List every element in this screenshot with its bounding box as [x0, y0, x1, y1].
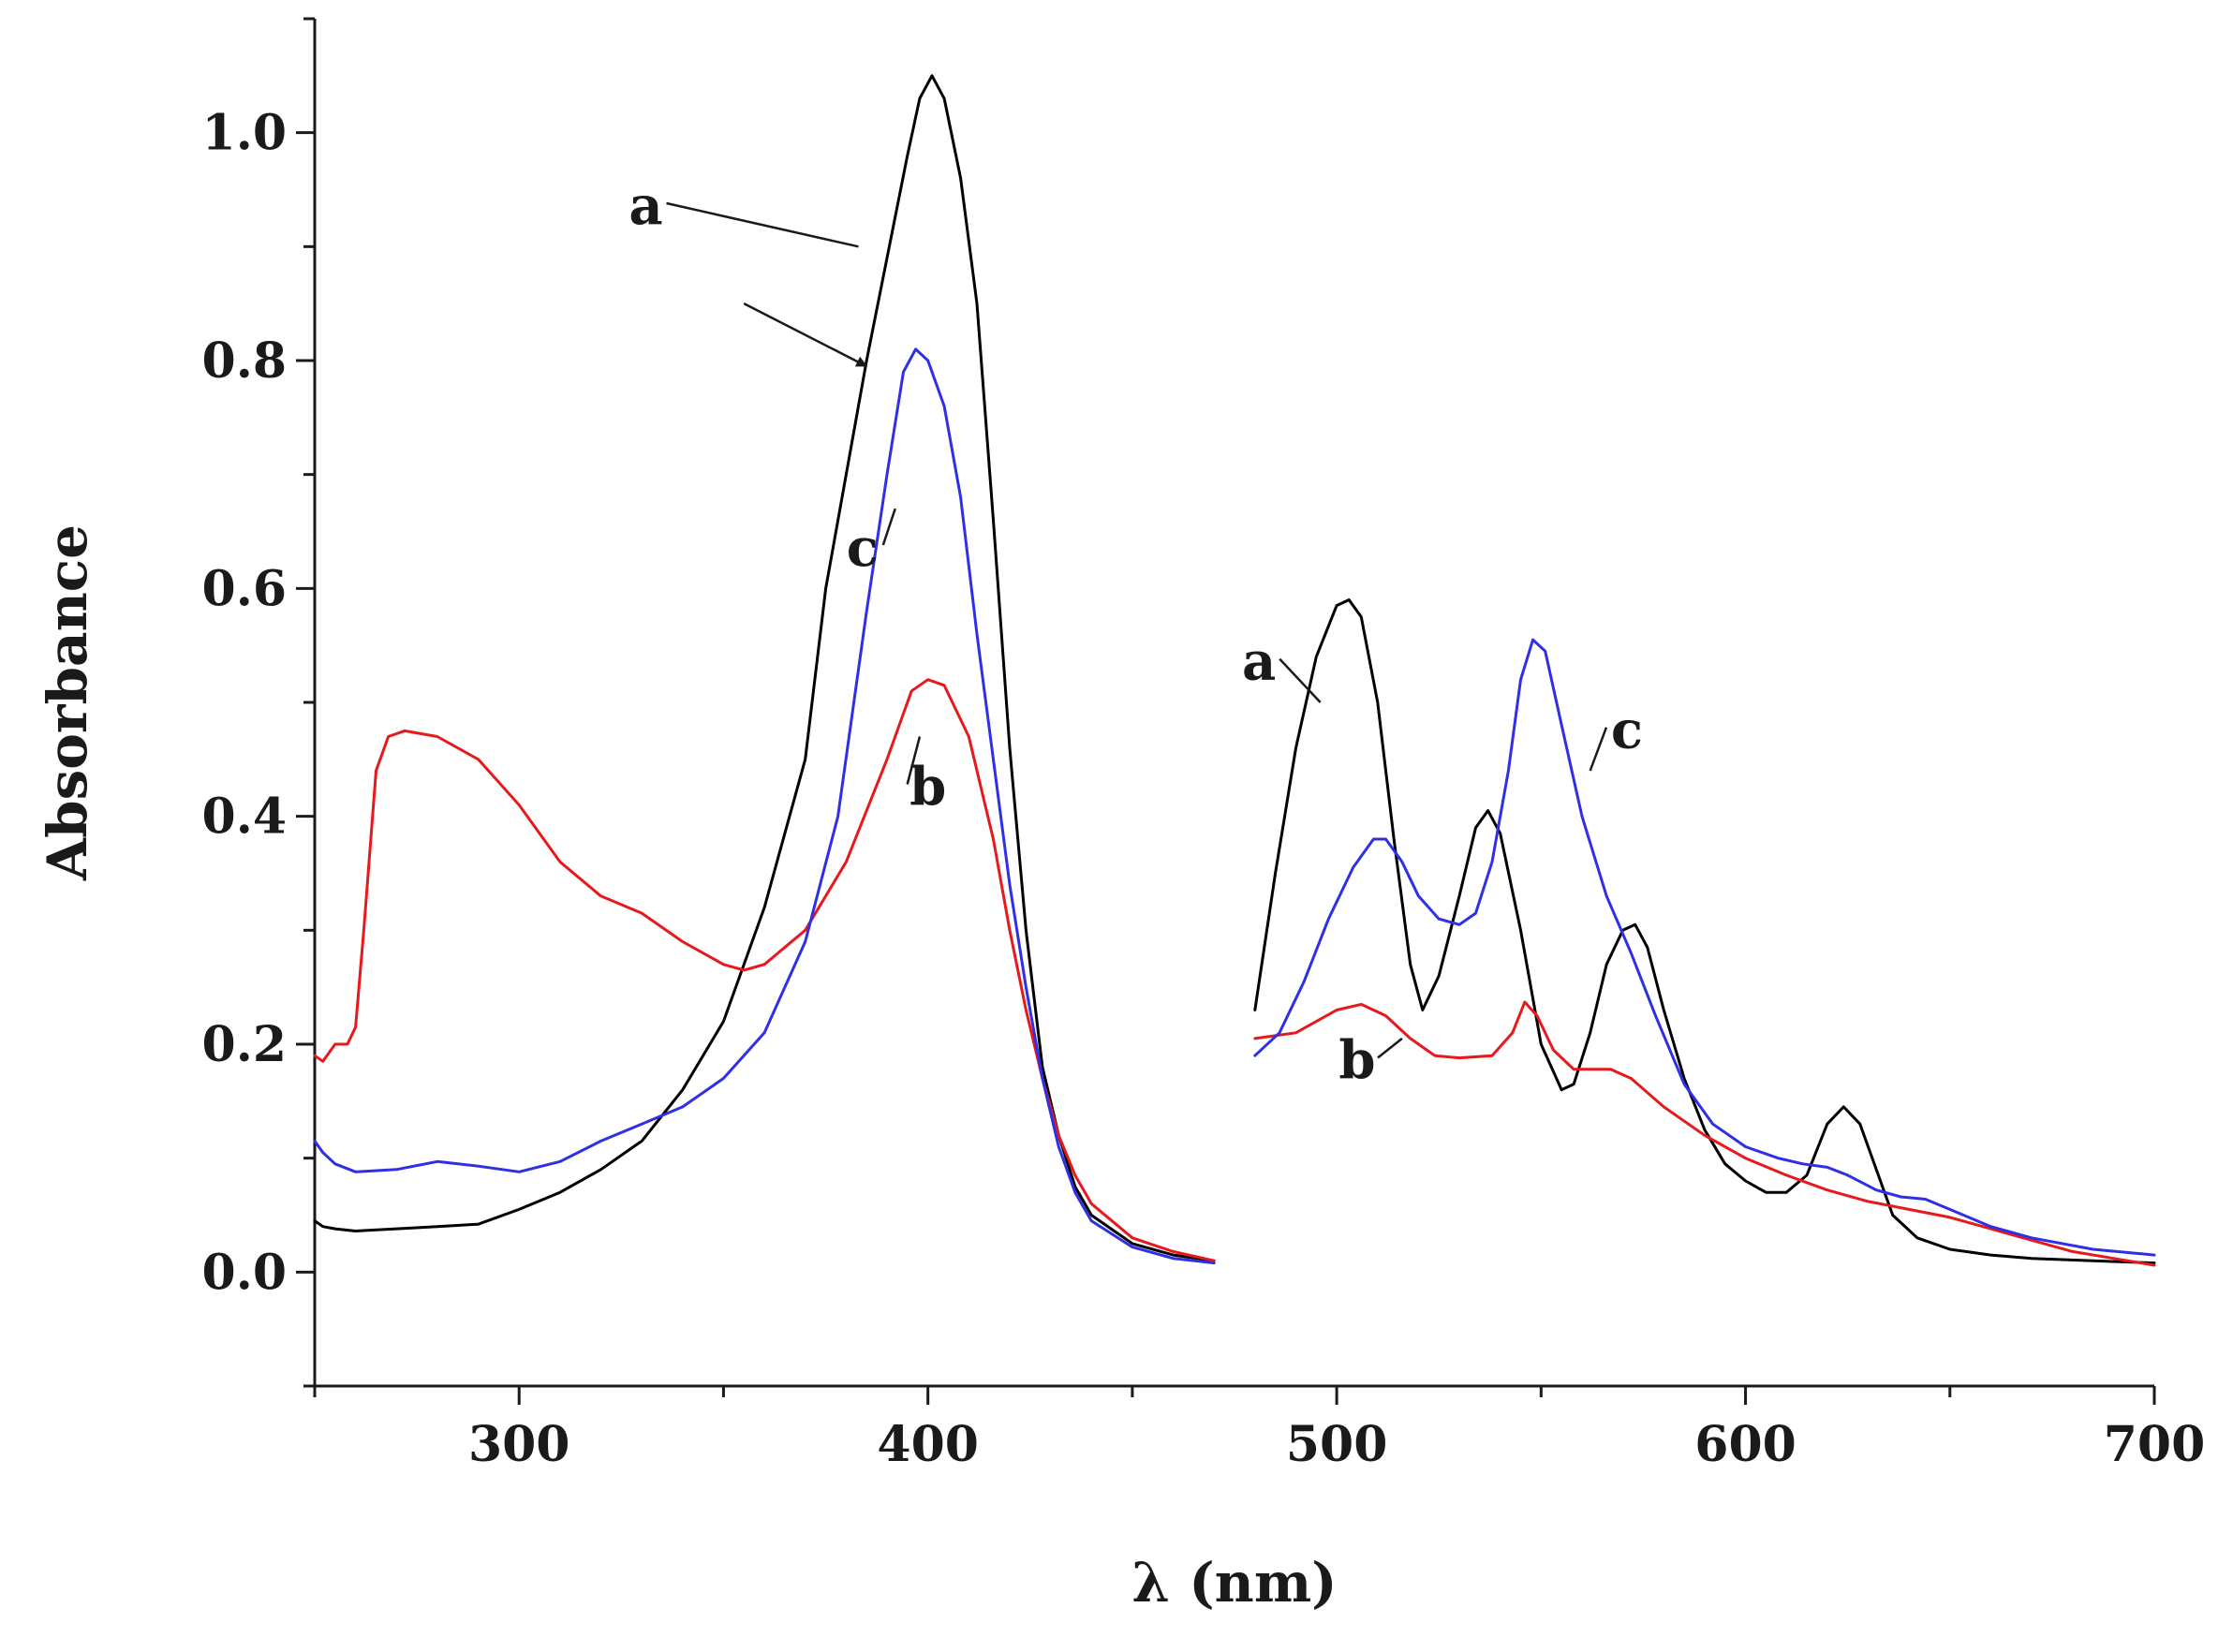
y-tick-label: 0.0 — [202, 1244, 287, 1301]
x-tick-label: 600 — [1694, 1416, 1797, 1473]
series-group — [313, 74, 2156, 1267]
y-tick-label: 1.0 — [202, 105, 287, 162]
series-c-line-2 — [1253, 638, 2156, 1257]
series-a-line-2 — [1253, 598, 2156, 1265]
series-c-line-1 — [313, 347, 1216, 1265]
curve-label-leader — [1589, 727, 1608, 772]
series-a-line-1 — [313, 74, 1216, 1262]
shoulder-arrow — [743, 302, 868, 368]
curve-label-leader — [906, 736, 922, 785]
series-b-line-2 — [1253, 1000, 2156, 1267]
y-tick-label: 0.8 — [202, 332, 287, 390]
axis-ticks: 300 400 500 600 700 0.0 0.2 0.4 0.6 0.8 1.0 — [202, 17, 2206, 1473]
curve-label-leader — [1279, 657, 1322, 703]
x-tick-label: 400 — [877, 1416, 979, 1473]
curve-label-c: c — [1611, 700, 1643, 761]
curve-annotations: a c b a b c — [628, 175, 1643, 1092]
y-axis-title: Absorbance — [36, 524, 99, 881]
x-axis-title: λ (nm) — [1131, 1551, 1337, 1615]
x-tick-label: 300 — [468, 1416, 570, 1473]
y-tick-label: 0.6 — [202, 560, 287, 617]
curve-label-leader — [666, 201, 859, 248]
curve-label-a: a — [628, 175, 662, 237]
curve-label-leader — [1377, 1037, 1403, 1059]
x-tick-label: 500 — [1286, 1416, 1388, 1473]
curve-label-a: a — [1242, 631, 1276, 693]
x-tick-label: 700 — [2104, 1416, 2206, 1473]
curve-label-leader — [881, 508, 896, 546]
series-b-line-1 — [313, 678, 1216, 1262]
curve-label-c: c — [847, 517, 879, 579]
y-tick-label: 0.2 — [202, 1016, 287, 1073]
y-tick-label: 0.4 — [202, 789, 287, 846]
axes — [313, 19, 2154, 1388]
curve-label-b: b — [1338, 1030, 1375, 1092]
curve-label-b: b — [909, 757, 946, 819]
